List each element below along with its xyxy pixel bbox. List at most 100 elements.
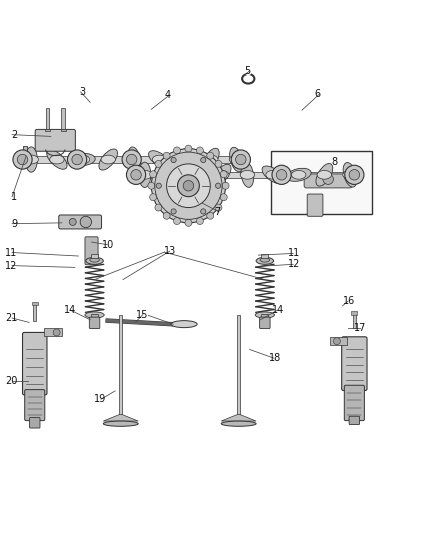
Circle shape xyxy=(173,217,180,224)
Ellipse shape xyxy=(127,155,141,164)
Ellipse shape xyxy=(152,155,167,164)
Ellipse shape xyxy=(202,148,219,171)
Circle shape xyxy=(345,165,364,184)
Circle shape xyxy=(13,150,32,169)
Ellipse shape xyxy=(173,153,198,166)
Circle shape xyxy=(151,149,226,223)
Ellipse shape xyxy=(70,154,95,166)
Text: 14: 14 xyxy=(64,305,76,315)
Ellipse shape xyxy=(241,162,254,188)
Circle shape xyxy=(204,169,214,180)
Bar xyxy=(261,254,268,258)
Text: 3: 3 xyxy=(80,87,86,97)
Ellipse shape xyxy=(90,258,99,262)
Circle shape xyxy=(53,329,60,336)
Circle shape xyxy=(333,338,340,345)
FancyBboxPatch shape xyxy=(89,317,100,328)
Text: 14: 14 xyxy=(272,305,285,315)
Circle shape xyxy=(181,154,191,165)
Ellipse shape xyxy=(221,421,256,426)
Text: 9: 9 xyxy=(11,219,17,229)
Text: 1: 1 xyxy=(11,192,17,201)
Text: 11: 11 xyxy=(288,248,300,259)
Circle shape xyxy=(323,174,333,184)
Circle shape xyxy=(155,152,222,220)
FancyBboxPatch shape xyxy=(59,215,102,229)
FancyBboxPatch shape xyxy=(344,385,364,421)
Bar xyxy=(237,314,240,422)
Ellipse shape xyxy=(229,155,244,164)
Circle shape xyxy=(183,181,194,191)
Ellipse shape xyxy=(101,155,116,164)
Ellipse shape xyxy=(86,257,103,264)
Ellipse shape xyxy=(343,163,357,187)
Circle shape xyxy=(69,219,76,225)
Circle shape xyxy=(220,193,227,201)
FancyBboxPatch shape xyxy=(35,130,75,151)
Ellipse shape xyxy=(75,155,90,164)
FancyBboxPatch shape xyxy=(304,174,352,188)
Ellipse shape xyxy=(246,72,251,75)
Ellipse shape xyxy=(215,171,229,179)
Ellipse shape xyxy=(316,164,333,186)
Text: 8: 8 xyxy=(332,157,338,167)
Bar xyxy=(45,128,50,131)
Text: 10: 10 xyxy=(102,240,114,249)
Circle shape xyxy=(207,152,214,159)
Ellipse shape xyxy=(160,165,180,184)
Circle shape xyxy=(163,152,170,159)
Circle shape xyxy=(215,183,221,188)
Text: 19: 19 xyxy=(94,394,106,404)
Ellipse shape xyxy=(47,150,67,169)
Ellipse shape xyxy=(343,171,357,179)
Circle shape xyxy=(215,160,222,167)
Bar xyxy=(353,312,356,328)
Circle shape xyxy=(17,154,28,165)
Circle shape xyxy=(171,157,176,163)
Bar xyxy=(33,303,36,321)
Circle shape xyxy=(150,171,157,177)
Circle shape xyxy=(127,165,146,184)
Circle shape xyxy=(163,212,170,219)
Ellipse shape xyxy=(266,171,280,179)
Ellipse shape xyxy=(230,147,243,172)
Ellipse shape xyxy=(178,155,192,164)
Ellipse shape xyxy=(148,151,170,168)
Circle shape xyxy=(207,212,214,219)
Ellipse shape xyxy=(25,147,37,172)
Text: 12: 12 xyxy=(288,260,300,269)
Bar xyxy=(261,314,268,318)
Circle shape xyxy=(173,147,180,154)
Text: 4: 4 xyxy=(164,90,170,100)
Text: 5: 5 xyxy=(244,66,251,76)
Circle shape xyxy=(236,154,246,165)
Bar xyxy=(120,314,122,422)
Circle shape xyxy=(220,171,227,177)
Ellipse shape xyxy=(260,258,270,262)
Ellipse shape xyxy=(138,171,152,179)
Ellipse shape xyxy=(163,171,178,179)
Text: 18: 18 xyxy=(269,353,281,363)
Ellipse shape xyxy=(317,171,332,179)
Ellipse shape xyxy=(256,257,274,264)
FancyBboxPatch shape xyxy=(85,237,98,265)
Bar xyxy=(46,108,49,128)
Bar xyxy=(23,146,27,158)
Circle shape xyxy=(171,209,176,214)
Circle shape xyxy=(349,169,360,180)
Bar xyxy=(91,314,98,318)
Circle shape xyxy=(80,216,92,228)
Text: 20: 20 xyxy=(5,376,17,386)
Circle shape xyxy=(196,147,203,154)
Ellipse shape xyxy=(212,164,231,185)
Circle shape xyxy=(155,160,162,167)
Circle shape xyxy=(127,154,137,165)
Bar xyxy=(44,328,62,336)
Ellipse shape xyxy=(184,168,209,181)
Ellipse shape xyxy=(24,155,39,164)
Ellipse shape xyxy=(204,155,218,164)
Ellipse shape xyxy=(85,312,104,318)
Circle shape xyxy=(276,169,287,180)
Text: 15: 15 xyxy=(136,310,148,319)
Text: 6: 6 xyxy=(314,89,320,99)
